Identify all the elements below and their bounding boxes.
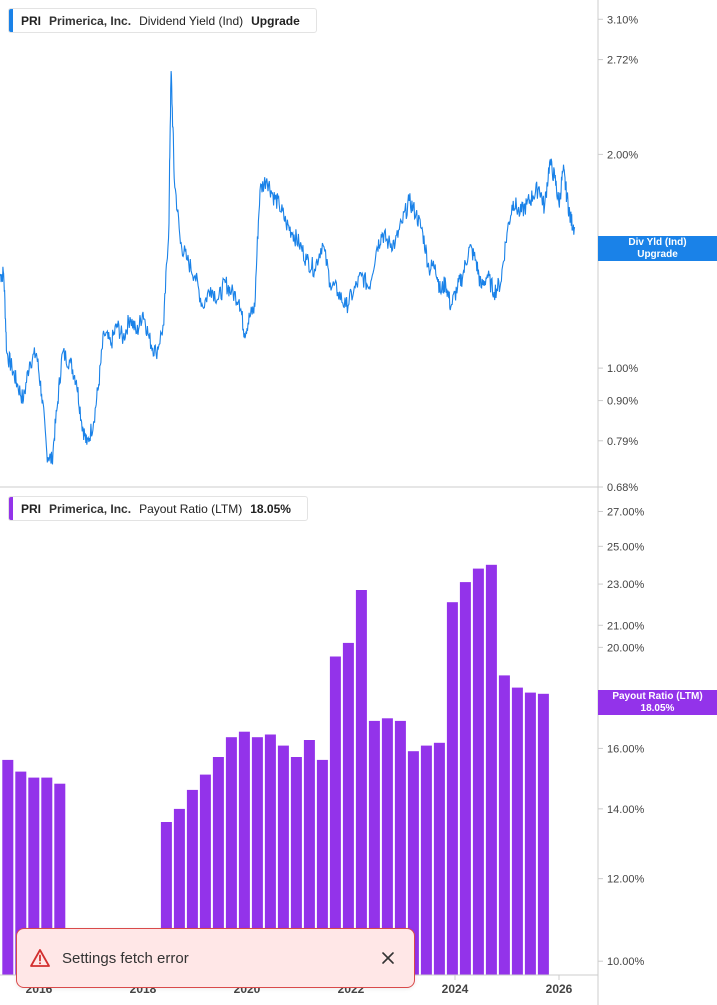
legend-metric: Dividend Yield (Ind) (139, 13, 244, 28)
y-tick-label: 0.90% (607, 396, 638, 408)
payout-bar (41, 777, 53, 975)
toast-message: Settings fetch error (62, 949, 189, 967)
payout-bar (407, 751, 419, 975)
payout-bar (15, 771, 27, 975)
div-yield-price-tag[interactable]: Div Yld (Ind) Upgrade (598, 236, 717, 261)
payout-bar (277, 745, 289, 975)
payout-bar (498, 675, 510, 975)
y-tick-label: 21.00% (607, 620, 645, 632)
payout-bar (225, 737, 237, 975)
dividend-yield-chart (0, 71, 576, 465)
x-tick-label: 2024 (442, 982, 469, 996)
tag-line1: Payout Ratio (LTM) (612, 691, 703, 702)
payout-bar (264, 734, 276, 975)
close-icon (382, 952, 394, 964)
legend-company: Primerica, Inc. (49, 501, 132, 516)
payout-bar (160, 822, 172, 975)
y-tick-label: 20.00% (607, 642, 645, 654)
y-tick-label: 14.00% (607, 804, 645, 816)
payout-bar (524, 692, 536, 975)
payout-bar (537, 693, 549, 975)
payout-bar (459, 582, 471, 975)
legend-value: 18.05% (250, 501, 291, 516)
payout-bar (316, 759, 328, 975)
payout-bar (511, 687, 523, 975)
warning-triangle-icon (30, 949, 50, 967)
payout-bar (342, 642, 354, 975)
dividend-yield-line (0, 71, 576, 465)
payout-ratio-chart (2, 564, 549, 975)
y-tick-label: 27.00% (607, 506, 645, 518)
y-tick-label: 2.72% (607, 55, 638, 67)
payout-bar (290, 757, 302, 975)
payout-bar (238, 731, 250, 975)
legend-metric: Payout Ratio (LTM) (139, 501, 243, 516)
legend-ticker: PRI (21, 13, 42, 28)
tag-line2: Upgrade (637, 249, 678, 260)
payout-bar (2, 759, 14, 975)
legend-ticker: PRI (21, 501, 42, 516)
payout-bar (381, 718, 393, 975)
payout-bar (173, 808, 185, 975)
payout-bar (446, 602, 458, 975)
dividend-yield-legend[interactable]: PRI Primerica, Inc. Dividend Yield (Ind)… (8, 8, 317, 33)
payout-bar (212, 757, 224, 975)
y-tick-label: 25.00% (607, 541, 645, 553)
payout-bar (251, 737, 263, 975)
payout-ratio-price-tag: Payout Ratio (LTM) 18.05% (598, 690, 717, 715)
tag-line2: 18.05% (640, 703, 675, 714)
x-tick-label: 2026 (546, 982, 573, 996)
payout-bar (433, 742, 445, 975)
y-tick-label: 2.00% (607, 149, 638, 161)
legend-value[interactable]: Upgrade (251, 13, 300, 28)
y-tick-label: 1.00% (607, 363, 638, 375)
y-tick-label: 16.00% (607, 743, 645, 755)
error-toast: Settings fetch error (16, 928, 415, 988)
y-tick-label: 10.00% (607, 956, 645, 968)
y-tick-label: 12.00% (607, 874, 645, 886)
y-tick-label: 0.68% (607, 482, 638, 494)
payout-bar (420, 745, 432, 975)
payout-bar (329, 656, 341, 975)
payout-bar (54, 783, 66, 975)
y-tick-label: 0.79% (607, 436, 638, 448)
legend-swatch-blue (9, 9, 13, 32)
payout-bar (485, 564, 497, 975)
payout-bar (28, 777, 40, 975)
payout-ratio-legend[interactable]: PRI Primerica, Inc. Payout Ratio (LTM) 1… (8, 496, 308, 521)
y-tick-label: 23.00% (607, 579, 645, 591)
payout-bar (303, 740, 315, 975)
payout-bar (186, 789, 198, 975)
y-tick-label: 3.10% (607, 14, 638, 26)
toast-close-button[interactable] (374, 944, 402, 972)
tag-line1: Div Yld (Ind) (628, 237, 687, 248)
payout-bar (472, 568, 484, 975)
legend-company: Primerica, Inc. (49, 13, 132, 28)
payout-bar (199, 774, 211, 975)
payout-bar (368, 720, 380, 975)
payout-bar (355, 590, 367, 975)
legend-swatch-purple (9, 497, 13, 520)
payout-bar (394, 720, 406, 975)
